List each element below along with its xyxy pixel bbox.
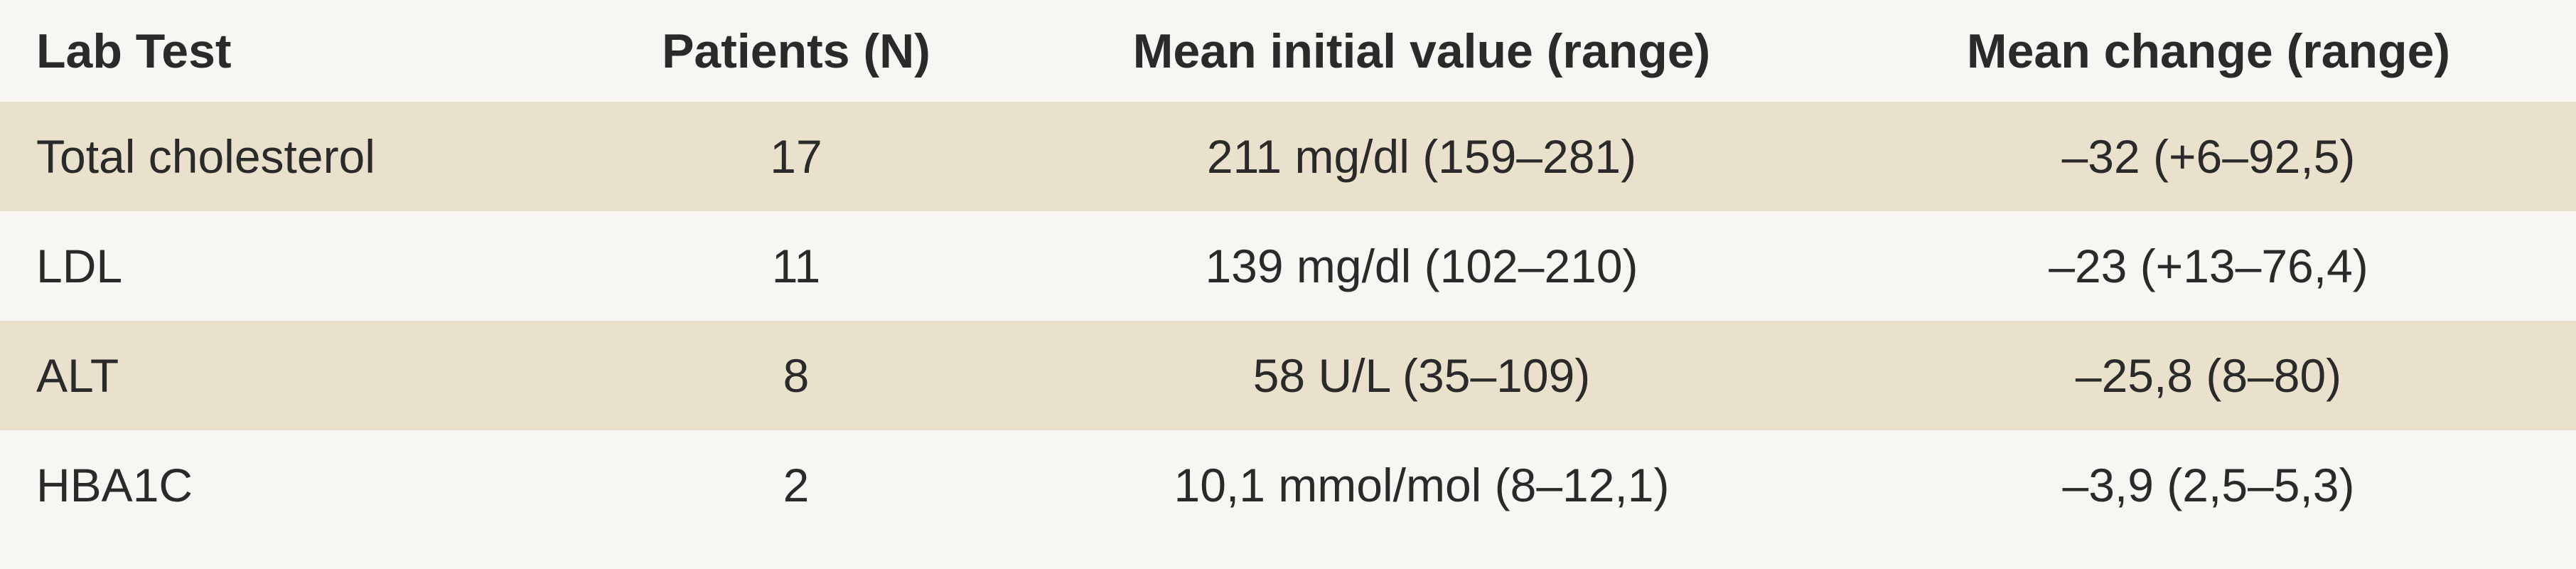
header-row: Lab Test Patients (N) Mean initial value… [0,0,2576,102]
table-cell: 17 [590,102,1002,211]
lab-table: Lab Test Patients (N) Mean initial value… [0,0,2576,540]
table-cell: –23 (+13–76,4) [2049,240,2368,292]
table-cell: 2 [783,459,810,511]
table-cell: –25,8 (8–80) [1841,321,2576,430]
table-body: Total cholesterol 17 211 mg/dl (159–281) –3… [0,102,2576,540]
header-cell: Patients (N) [662,23,930,78]
header-cell: Mean initial value (range) [1132,23,1711,78]
table-cell: –3,9 (2,5–5,3) [2062,459,2355,511]
table-row: LDL 11 139 mg/dl (102–210) –23 (+13–76,4) [0,211,2576,321]
table-cell: 11 [771,240,821,292]
header-cell: Mean change (range) [1966,23,2451,78]
table-cell: 139 mg/dl (102–210) [1205,240,1638,292]
table-row: HBA1C 2 10,1 mmol/mol (8–12,1) –3,9 (2,5–5,… [0,430,2576,540]
table-row: ALT 8 58 U/L (35–109) –25,8 (8–80) [0,321,2576,430]
table-cell: 10,1 mmol/mol (8–12,1) [1174,459,1670,511]
table-cell: 8 [590,321,1002,430]
table-cell: ALT [0,321,590,430]
table-cell: Total cholesterol [0,102,590,211]
table-header: Lab Test Patients (N) Mean initial value… [0,0,2576,102]
table-cell: 211 mg/dl (159–281) [1002,102,1841,211]
table-row: Total cholesterol 17 211 mg/dl (159–281) –3… [0,102,2576,211]
table-cell: LDL [36,240,123,292]
table-cell: –32 (+6–92,5) [1841,102,2576,211]
header-cell: Lab Test [36,23,232,78]
table-cell: 58 U/L (35–109) [1002,321,1841,430]
table-cell: HBA1C [36,459,193,511]
